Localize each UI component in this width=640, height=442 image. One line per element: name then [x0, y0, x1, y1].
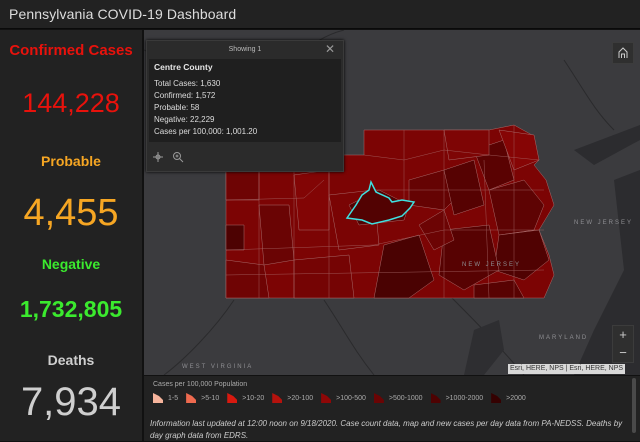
deaths-value: 7,934	[20, 380, 122, 424]
popup-content: Centre County Total Cases: 1,630 Confirm…	[149, 59, 341, 142]
legend-swatch-2000-plus	[491, 393, 502, 403]
map-attribution: Esri, HERE, NPS | Esri, HERE, NPS	[508, 364, 626, 374]
legend-label: >100-500	[336, 394, 366, 402]
popup-cases-per-100k: Cases per 100,000: 1,001.20	[154, 127, 258, 136]
popup-total-cases: Total Cases: 1,630	[154, 79, 221, 88]
zoom-in-button[interactable]: +	[619, 327, 627, 342]
close-icon[interactable]: ✕	[324, 42, 335, 56]
legend-swatch-10-20	[227, 393, 238, 403]
legend-label: >20-100	[287, 394, 314, 402]
map-label-west-virginia: WEST VIRGINIA	[182, 364, 254, 370]
popup-confirmed: Confirmed: 1,572	[154, 91, 216, 100]
legend-label: >2000	[506, 394, 526, 402]
home-button[interactable]	[612, 42, 634, 64]
popup-toolbar	[147, 145, 343, 169]
legend-label: >5-10	[201, 394, 220, 402]
home-icon	[618, 47, 628, 58]
legend-scrollbar[interactable]	[632, 378, 636, 433]
popup-negative: Negative: 22,229	[154, 115, 215, 124]
popup-header: Showing 1 ✕	[147, 41, 343, 59]
legend-title: Cases per 100,000 Population	[153, 381, 248, 388]
feature-popup[interactable]: Showing 1 ✕ Centre County Total Cases: 1…	[146, 40, 344, 172]
map-label-maryland: MARYLAND	[539, 335, 589, 341]
confirmed-cases-label: Confirmed Cases	[9, 42, 133, 59]
dashboard-title: Pennsylvania COVID-19 Dashboard	[9, 6, 237, 22]
legend-label: >1000-2000	[445, 394, 484, 402]
legend-label: >10-20	[242, 394, 265, 402]
popup-title: Showing 1	[228, 46, 262, 53]
legend-swatch-100-500	[321, 393, 332, 403]
legend-label: >500-1000	[388, 394, 423, 402]
map-label-new-jersey-south: NEW JERSEY	[462, 262, 522, 268]
popup-county-name: Centre County	[154, 62, 213, 72]
title-bar: Pennsylvania COVID-19 Dashboard	[0, 0, 640, 29]
legend: 1-5 >5-10 >10-20 >20-100 >100-500 >500-1…	[153, 392, 534, 404]
legend-swatch-500-1000	[373, 393, 384, 403]
legend-swatch-20-100	[272, 393, 283, 403]
deaths-label: Deaths	[47, 352, 95, 368]
pan-icon[interactable]	[152, 150, 166, 164]
legend-swatch-1000-2000	[430, 393, 441, 403]
zoom-controls: + −	[612, 325, 634, 363]
update-footnote: Information last updated at 12:00 noon o…	[150, 419, 623, 440]
zoom-out-button[interactable]: −	[619, 345, 627, 360]
stats-panel: Confirmed Cases 144,228 Probable 4,455 N…	[0, 30, 142, 441]
probable-value: 4,455	[23, 192, 119, 234]
map-label-new-jersey-north: NEW JERSEY	[574, 220, 634, 226]
legend-swatch-1-5	[153, 393, 163, 403]
probable-label: Probable	[41, 153, 101, 169]
negative-value: 1,732,805	[19, 296, 123, 322]
legend-label: 1-5	[168, 394, 179, 402]
confirmed-cases-value: 144,228	[22, 88, 120, 118]
negative-label: Negative	[41, 256, 101, 272]
legend-swatch-5-10	[186, 393, 197, 403]
zoom-to-icon[interactable]	[172, 150, 186, 164]
map-view[interactable]: NEW JERSEY NEW JERSEY MARYLAND WEST VIRG…	[144, 30, 640, 375]
legend-panel: Cases per 100,000 Population 1-5 >5-10 >…	[144, 376, 640, 441]
popup-probable: Probable: 58	[154, 103, 200, 112]
